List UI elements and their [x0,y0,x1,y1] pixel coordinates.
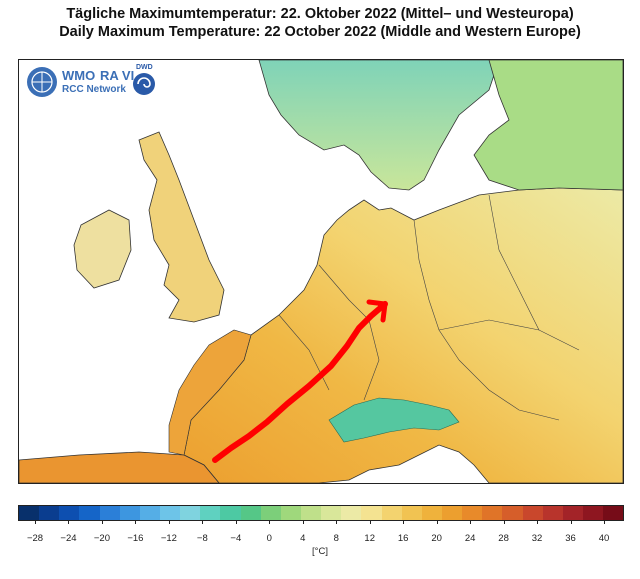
colorbar-segment [582,506,604,520]
colorbar-segment [300,506,322,520]
colorbar-segment [79,506,100,520]
colorbar-segment [381,506,402,520]
colorbar-segment [280,506,301,520]
colorbar-segment [19,506,40,520]
colorbar-tick-label: −12 [160,533,177,544]
map-canvas [19,60,623,483]
colorbar-segment [562,506,583,520]
colorbar-segment [522,506,543,520]
colorbar-segment [180,506,201,520]
colorbar-tick-label: 0 [266,533,272,544]
logo-dwd-text: DWD [136,64,153,71]
colorbar-tick-mark [202,520,204,524]
colorbar-segment [99,506,120,520]
colorbar-tick-mark [168,520,170,524]
colorbar-tick-mark [235,520,237,524]
colorbar-segment [220,506,241,520]
colorbar-tick-label: 24 [464,533,476,544]
logo-ravi-text: RA VI [100,68,135,83]
colorbar-tick-mark [570,520,572,524]
alps [328,397,460,443]
colorbar-segment [39,506,60,520]
colorbar-tick-label: 32 [531,533,543,544]
colorbar-tick-label: 12 [364,533,375,544]
colorbar-segment [341,506,362,520]
colorbar-segment [119,506,140,520]
colorbar-segment [139,506,160,520]
colorbar-tick-mark [35,520,36,524]
continent-landmass [183,187,623,483]
wmo-emblem-icon [27,67,155,97]
colorbar-tick-label: 28 [498,533,509,544]
colorbar-tick-mark [135,520,137,524]
colorbar-segment [260,506,281,520]
colorbar-segment [361,506,382,520]
colorbar-tick-mark [302,520,304,524]
colorbar-tick-mark [336,520,338,524]
colorbar-segment [603,506,624,520]
title-english: Daily Maximum Temperature: 22 October 20… [59,24,581,40]
colorbar-tick-mark [436,520,438,524]
colorbar-segment [441,506,463,520]
logo-wmo-text: WMO [62,68,96,83]
colorbar-tick-label: 8 [333,533,339,544]
colorbar-tick-label: −20 [93,533,110,544]
colorbar-tick-label: 16 [397,533,409,544]
great-britain [138,131,225,323]
colorbar-segment [59,506,80,520]
colorbar-tick-mark [101,520,103,524]
colorbar-tick-label: 20 [431,533,442,544]
colorbar-segment [421,506,442,520]
france-west [168,329,252,456]
colorbar-tick-mark [503,520,505,524]
colorbar-segment [401,506,422,520]
colorbar-tick-label: −28 [26,533,44,544]
temperature-map [18,59,624,484]
colorbar-tick-label: 40 [598,533,610,544]
temperature-colorbar [18,505,624,521]
wmo-rcc-logo: WMO RA VI RCC Network DWD [24,64,158,100]
colorbar-segment [502,506,523,520]
iberia [19,451,220,483]
colorbar-tick-label: −4 [230,533,242,544]
colorbar-tick-label: 36 [565,533,576,544]
colorbar-segment [542,506,563,520]
colorbar-segment [482,506,503,520]
colorbar-tick-mark [403,520,405,524]
colorbar-unit: [°C] [312,546,328,557]
colorbar-tick-label: −24 [60,533,77,544]
colorbar-segment [321,506,342,520]
colorbar-segment [462,506,483,520]
colorbar-segment [159,506,181,520]
title-german: Tägliche Maximumtemperatur: 22. Oktober … [66,6,574,22]
scandinavia [258,60,500,191]
colorbar-tick-mark [537,520,539,524]
baltic-region [473,60,623,191]
logo-network-text: RCC Network [62,84,126,95]
ireland [73,209,132,289]
colorbar-tick-mark [369,520,371,524]
colorbar-tick-label: −8 [196,533,208,544]
colorbar-tick-label: −16 [127,533,144,544]
colorbar-tick-mark [68,520,70,524]
warm-air-arrow [212,299,388,463]
colorbar-tick-mark [470,520,472,524]
colorbar-tick-mark [269,520,271,524]
colorbar-tick-label: 4 [300,533,306,544]
colorbar-segment [240,506,261,520]
colorbar-segment [200,506,221,520]
colorbar-tick-mark [604,520,605,524]
